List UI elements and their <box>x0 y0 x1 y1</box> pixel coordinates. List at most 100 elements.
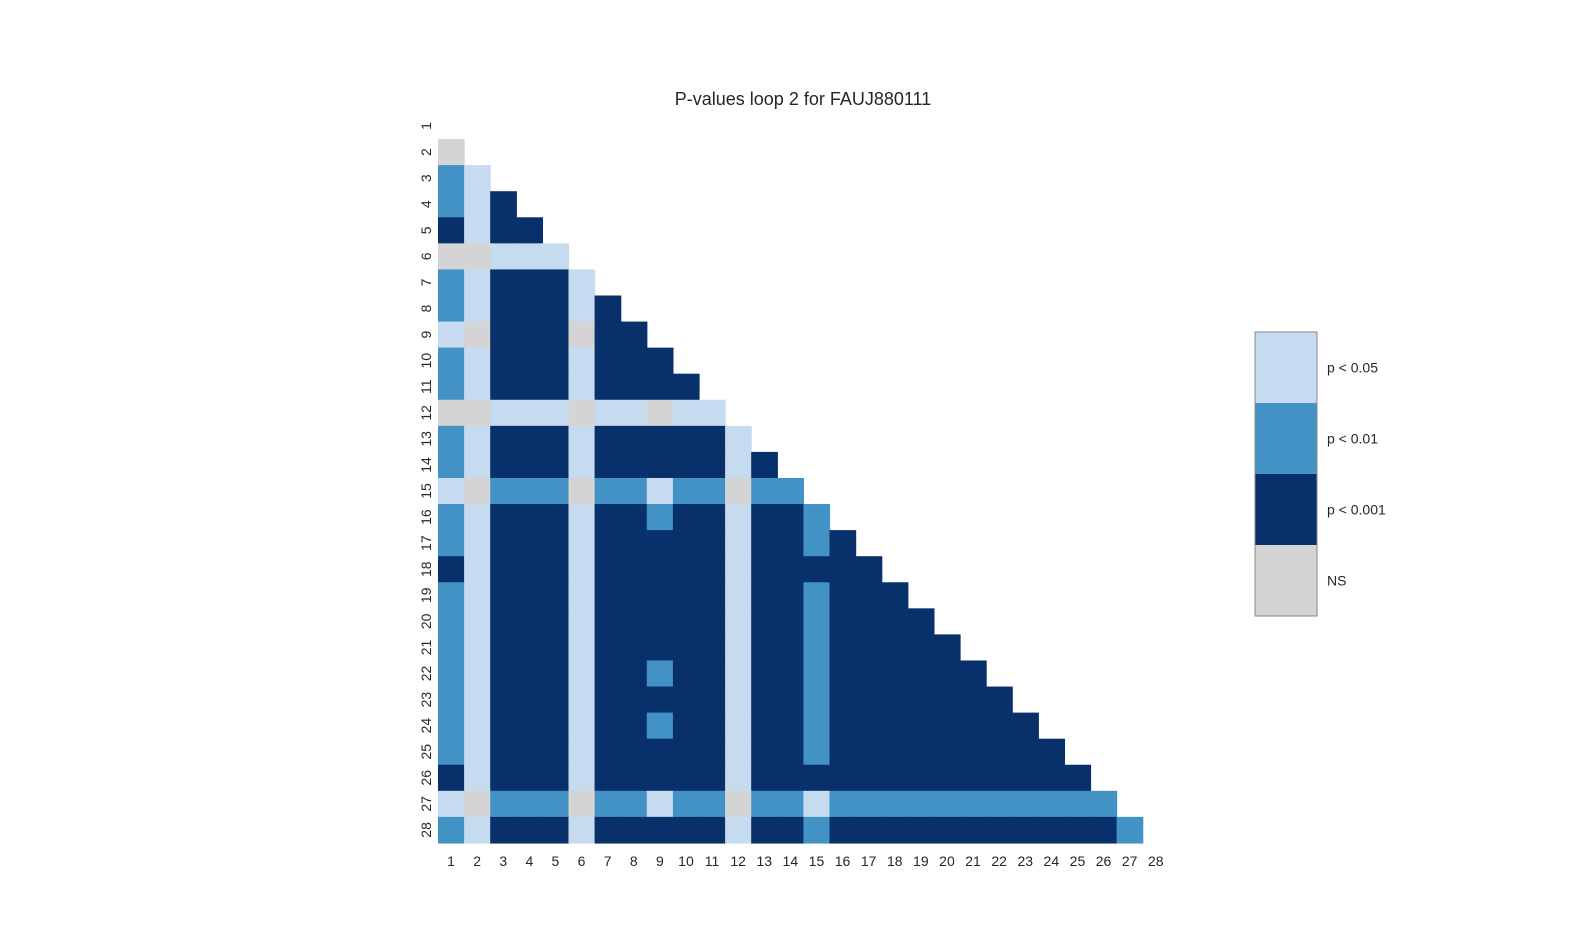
heatmap-cell-12-8 <box>620 399 648 427</box>
heatmap-cell-11-1 <box>438 373 465 401</box>
heatmap-cell-27-23 <box>1012 790 1039 818</box>
heatmap-cell-15-10 <box>672 477 700 505</box>
heatmap-cell-11-7 <box>594 373 622 401</box>
heatmap-cell-28-19 <box>907 816 935 844</box>
heatmap-cell-23-14 <box>777 686 804 714</box>
heatmap-cell-24-20 <box>933 712 961 740</box>
heatmap-cell-23-22 <box>986 686 1013 714</box>
heatmap-cell-20-13 <box>751 608 778 635</box>
x-tick-label: 14 <box>783 853 799 869</box>
heatmap-cell-15-7 <box>594 477 622 505</box>
heatmap-cell-27-4 <box>516 790 543 818</box>
x-tick-label: 24 <box>1044 853 1060 869</box>
heatmap-cell-28-6 <box>568 816 596 844</box>
heatmap-cell-10-1 <box>438 347 465 375</box>
y-tick-label: 26 <box>418 770 434 786</box>
heatmap-cell-21-2 <box>464 634 491 662</box>
heatmap-cell-20-5 <box>542 608 570 635</box>
heatmap-cell-10-8 <box>620 347 648 375</box>
x-tick-label: 10 <box>678 853 694 869</box>
x-tick-label: 8 <box>630 853 638 869</box>
heatmap-cell-27-12 <box>725 790 752 818</box>
heatmap-cell-23-1 <box>438 686 465 714</box>
heatmap-cell-10-3 <box>490 347 517 375</box>
heatmap-cell-17-13 <box>751 530 778 557</box>
heatmap-cell-23-6 <box>568 686 596 714</box>
heatmap-cell-21-4 <box>516 634 543 662</box>
heatmap-cell-6-2 <box>464 243 491 271</box>
heatmap-cell-25-18 <box>881 738 909 766</box>
heatmap-cell-22-16 <box>829 660 857 688</box>
heatmap-cell-15-1 <box>438 477 465 505</box>
heatmap-cell-12-7 <box>594 399 622 427</box>
x-axis-ticks: 1 2 3 4 5 6 7 8 9 10 11 12 13 14 15 16 17 18 19 20 21 22 23 24 2… <box>447 853 1164 869</box>
heatmap-cell-15-14 <box>777 477 804 505</box>
heatmap-cell-24-8 <box>620 712 648 740</box>
heatmap-cell-20-6 <box>568 608 596 635</box>
heatmap-cell-19-16 <box>829 582 857 609</box>
heatmap-cell-21-3 <box>490 634 517 662</box>
heatmap-cell-3-2 <box>464 165 491 192</box>
heatmap-cell-12-10 <box>672 399 700 427</box>
heatmap-cell-24-9 <box>646 712 674 740</box>
heatmap-cell-20-11 <box>699 608 726 635</box>
heatmap-cell-24-2 <box>464 712 491 740</box>
y-tick-label: 9 <box>418 330 434 338</box>
legend-swatch <box>1255 545 1317 616</box>
heatmap-cell-26-19 <box>907 764 935 792</box>
heatmap-cell-12-2 <box>464 399 491 427</box>
heatmap-cell-9-1 <box>438 321 465 349</box>
heatmap-cell-17-14 <box>777 530 804 557</box>
heatmap-cell-28-1 <box>438 816 465 844</box>
y-tick-label: 14 <box>418 457 434 473</box>
heatmap-cell-26-18 <box>881 764 909 792</box>
heatmap-cell-13-4 <box>516 425 543 453</box>
x-tick-label: 7 <box>604 853 612 869</box>
heatmap-cell-23-7 <box>594 686 622 714</box>
heatmap-cell-27-5 <box>542 790 570 818</box>
x-tick-label: 26 <box>1096 853 1112 869</box>
heatmap-cell-23-8 <box>620 686 648 714</box>
heatmap-cell-7-5 <box>542 269 570 297</box>
heatmap-cell-14-13 <box>751 451 778 479</box>
heatmap-cell-19-8 <box>620 582 648 609</box>
heatmap-cell-18-12 <box>725 556 752 583</box>
heatmap-cell-12-1 <box>438 399 465 427</box>
heatmap-cell-26-14 <box>777 764 804 792</box>
heatmap-cell-11-9 <box>646 373 674 401</box>
heatmap-cell-8-4 <box>516 295 543 323</box>
heatmap-cell-21-20 <box>933 634 961 662</box>
heatmap-cell-16-13 <box>751 504 778 531</box>
heatmap-cell-17-15 <box>803 530 831 557</box>
heatmap-cell-28-9 <box>646 816 674 844</box>
heatmap-cell-22-12 <box>725 660 752 688</box>
heatmap-cell-14-3 <box>490 451 517 479</box>
y-tick-label: 20 <box>418 613 434 629</box>
heatmap-cell-17-16 <box>829 530 857 557</box>
x-tick-label: 17 <box>861 853 877 869</box>
heatmap-cell-14-5 <box>542 451 570 479</box>
heatmap-cell-25-21 <box>960 738 987 766</box>
heatmap-cell-20-8 <box>620 608 648 635</box>
heatmap-cell-18-2 <box>464 556 491 583</box>
legend-swatch <box>1255 474 1317 545</box>
heatmap-cell-20-19 <box>907 608 935 635</box>
heatmap-cell-19-14 <box>777 582 804 609</box>
heatmap-cell-12-3 <box>490 399 517 427</box>
heatmap-cell-27-25 <box>1064 790 1092 818</box>
y-tick-label: 17 <box>418 535 434 551</box>
heatmap-cell-23-19 <box>907 686 935 714</box>
heatmap-cell-21-14 <box>777 634 804 662</box>
heatmap-cell-25-6 <box>568 738 596 766</box>
heatmap-cell-22-1 <box>438 660 465 688</box>
heatmap-cell-9-6 <box>568 321 596 349</box>
heatmap-cell-28-24 <box>1038 816 1065 844</box>
heatmap-cell-26-17 <box>855 764 883 792</box>
heatmap-cell-18-13 <box>751 556 778 583</box>
y-tick-label: 13 <box>418 431 434 447</box>
heatmap-cell-26-11 <box>699 764 726 792</box>
heatmap-cell-21-5 <box>542 634 570 662</box>
heatmap-cell-23-13 <box>751 686 778 714</box>
heatmap-cell-22-6 <box>568 660 596 688</box>
heatmap-cell-22-5 <box>542 660 570 688</box>
